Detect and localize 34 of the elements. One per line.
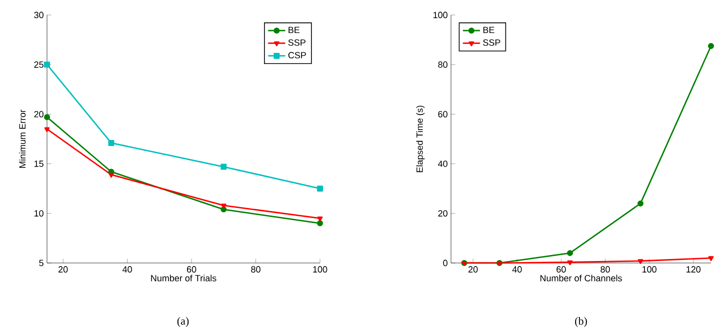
x-tick-label: 80: [251, 266, 260, 273]
y-axis-title: Elapsed Time (s): [416, 106, 425, 172]
x-tick-label: 100: [642, 266, 656, 273]
y-tick-label: 15: [34, 160, 44, 167]
x-tick-label: 20: [58, 266, 68, 273]
x-tick-label: 60: [556, 266, 566, 273]
y-tick-label: 25: [34, 61, 44, 68]
y-tick-label: 0: [443, 260, 448, 266]
x-tick-label: 60: [186, 266, 196, 273]
x-tick-label: 80: [600, 266, 610, 273]
y-tick-label: 5: [39, 260, 44, 266]
y-axis-title: Minimum Error: [18, 110, 26, 168]
legend-label: BE: [288, 26, 300, 34]
legend-label: SSP: [483, 39, 500, 46]
x-tick-label: 40: [512, 266, 522, 273]
y-tick-label: 80: [438, 61, 448, 68]
y-tick-label: 100: [433, 12, 448, 18]
x-tick-label: 40: [122, 266, 132, 273]
x-axis-title: Number of Channels: [540, 274, 622, 282]
y-tick-label: 30: [34, 12, 44, 18]
legend-label: SSP: [288, 39, 306, 46]
text: (a): [177, 317, 189, 327]
legend-label: CSP: [288, 52, 306, 58]
y-tick-label: 10: [34, 210, 44, 217]
y-tick-label: 40: [438, 160, 448, 167]
x-tick-label: 120: [686, 266, 701, 273]
y-tick-label: 20: [438, 210, 448, 217]
legend-label: BE: [483, 26, 494, 34]
text: (b): [575, 317, 587, 327]
x-tick-label: 100: [313, 266, 328, 273]
x-axis-title: Number of Trials: [151, 274, 216, 282]
x-tick-label: 20: [468, 266, 478, 273]
y-tick-label: 20: [34, 111, 44, 118]
y-tick-label: 60: [438, 110, 448, 118]
